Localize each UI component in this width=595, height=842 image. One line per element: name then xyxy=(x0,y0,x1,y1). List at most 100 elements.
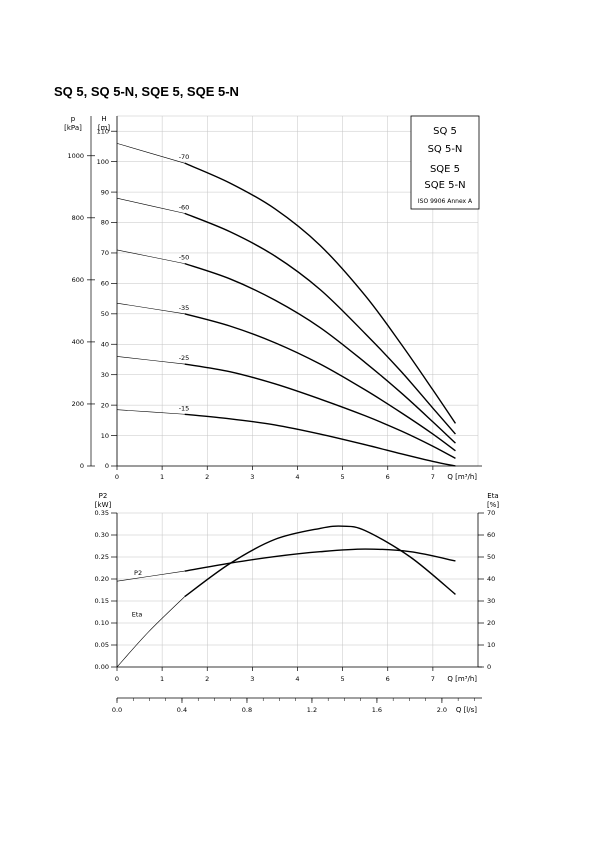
ls-tick-label: 0.4 xyxy=(177,706,187,714)
p2-label: P2 xyxy=(134,569,142,577)
x-tick-label: 0 xyxy=(115,473,119,481)
legend-box: SQ 5 SQ 5-N SQE 5 SQE 5-N ISO 9906 Annex… xyxy=(410,115,480,210)
p2-tick-label: 0.30 xyxy=(95,531,109,539)
eta-tick-label: 10 xyxy=(487,641,495,649)
eta-tick-label: 20 xyxy=(487,619,495,627)
curve-label: -70 xyxy=(179,153,190,161)
head-curve-thin xyxy=(116,249,185,264)
x-tick-label: 5 xyxy=(341,473,345,481)
head-curve-thin xyxy=(116,302,185,315)
p-tick-label: 1000 xyxy=(67,152,84,160)
x-axis-title: Q [m³/h] xyxy=(447,473,477,481)
p2-axis-unit: [kW] xyxy=(95,501,112,509)
p-tick-label: 0 xyxy=(80,462,84,470)
eta-tick-label: 30 xyxy=(487,597,495,605)
h-tick-label: 10 xyxy=(101,432,109,440)
head-curve xyxy=(184,212,456,435)
legend-line-1: SQ 5 xyxy=(433,126,457,137)
ls-tick-label: 0.0 xyxy=(112,706,122,714)
eta-tick-label: 60 xyxy=(487,531,495,539)
p-tick-label: 400 xyxy=(72,338,84,346)
p2-tick-label: 0.05 xyxy=(95,641,109,649)
head-curve-thin xyxy=(116,197,185,214)
ls-tick-label: 1.2 xyxy=(307,706,317,714)
legend-line-2: SQ 5-N xyxy=(428,144,463,155)
head-curve-thin xyxy=(116,409,185,415)
p2-tick-label: 0.35 xyxy=(95,509,109,517)
head-chart: 0 1 2 3 4 5 6 701020304050607080901001100200400… xyxy=(64,115,482,481)
h-tick-label: 20 xyxy=(101,401,109,409)
head-curve xyxy=(184,313,456,452)
legend-standard: ISO 9906 Annex A xyxy=(418,198,473,205)
h-axis-title: H xyxy=(101,115,106,123)
p2-tick-label: 0.20 xyxy=(95,575,109,583)
x-tick-label: 5 xyxy=(341,675,345,683)
head-curve xyxy=(184,262,456,444)
curve-label: -35 xyxy=(179,304,190,312)
p2-curve-thin xyxy=(116,570,185,582)
eta-tick-label: 70 xyxy=(487,509,495,517)
h-tick-label: 110 xyxy=(97,127,109,135)
legend-line-4: SQE 5-N xyxy=(424,180,465,191)
p2-tick-label: 0.10 xyxy=(95,619,109,627)
p2-tick-label: 0.15 xyxy=(95,597,109,605)
p2-tick-label: 0.25 xyxy=(95,553,109,561)
eta-label: Eta xyxy=(132,611,143,619)
ls-tick-label: 0.8 xyxy=(242,706,252,714)
p-tick-label: 200 xyxy=(72,400,84,408)
x-axis-title: Q [m³/h] xyxy=(447,675,477,683)
p-axis-unit: [kPa] xyxy=(64,124,82,132)
curve-label: -50 xyxy=(179,254,190,262)
h-tick-label: 60 xyxy=(101,280,109,288)
h-tick-label: 80 xyxy=(101,219,109,227)
x-tick-label: 4 xyxy=(295,473,299,481)
x-tick-label: 3 xyxy=(250,473,254,481)
p-tick-label: 800 xyxy=(72,214,84,222)
h-tick-label: 90 xyxy=(101,188,109,196)
x-tick-label: 2 xyxy=(205,473,209,481)
h-tick-label: 100 xyxy=(97,158,109,166)
curve-label: -15 xyxy=(179,404,190,412)
ls-axis: 0.0 0.4 0.8 1.2 1.6 2.0 Q [l/s] xyxy=(112,697,482,714)
curve-label: -60 xyxy=(179,203,190,211)
p2-axis-title: P2 xyxy=(99,492,108,500)
ls-axis-title: Q [l/s] xyxy=(456,706,477,714)
p-axis-title: p xyxy=(71,115,76,123)
x-tick-label: 6 xyxy=(386,675,390,683)
x-tick-label: 1 xyxy=(160,473,164,481)
h-tick-label: 30 xyxy=(101,371,109,379)
x-tick-label: 7 xyxy=(431,473,435,481)
eta-axis-title: Eta xyxy=(487,492,498,500)
eta-tick-label: 50 xyxy=(487,553,495,561)
x-tick-label: 0 xyxy=(115,675,119,683)
head-curve-thin xyxy=(116,143,185,164)
x-tick-label: 3 xyxy=(250,675,254,683)
head-curve xyxy=(184,162,457,424)
head-curve-thin xyxy=(116,356,185,365)
p2-tick-label: 0.00 xyxy=(95,663,109,671)
eta-curve-thin xyxy=(116,596,185,668)
curve-label: -25 xyxy=(179,354,190,362)
eta-curve xyxy=(184,525,456,598)
p-tick-label: 600 xyxy=(72,276,84,284)
legend-border xyxy=(410,115,480,210)
page-title: SQ 5, SQ 5-N, SQE 5, SQE 5-N xyxy=(54,84,239,99)
head-curve xyxy=(184,413,456,467)
eta-axis-unit: [%] xyxy=(487,501,499,509)
eta-tick-label: 40 xyxy=(487,575,495,583)
eta-tick-label: 0 xyxy=(487,663,491,671)
x-tick-label: 7 xyxy=(431,675,435,683)
ls-tick-label: 2.0 xyxy=(437,706,447,714)
h-tick-label: 40 xyxy=(101,340,109,348)
head-curve xyxy=(184,363,456,460)
power-efficiency-chart: 0 1 2 3 4 5 6 7 0.00 0.05 0.10 0.15 0.20 0.25 0.30 0.35… xyxy=(95,492,500,683)
x-tick-label: 1 xyxy=(160,675,164,683)
x-tick-label: 6 xyxy=(386,473,390,481)
ls-tick-label: 1.6 xyxy=(372,706,382,714)
legend-line-3: SQE 5 xyxy=(430,164,460,175)
h-axis-unit: [m] xyxy=(98,124,111,132)
x-tick-label: 4 xyxy=(295,675,299,683)
h-tick-label: 0 xyxy=(105,462,109,470)
h-tick-label: 70 xyxy=(101,249,109,257)
